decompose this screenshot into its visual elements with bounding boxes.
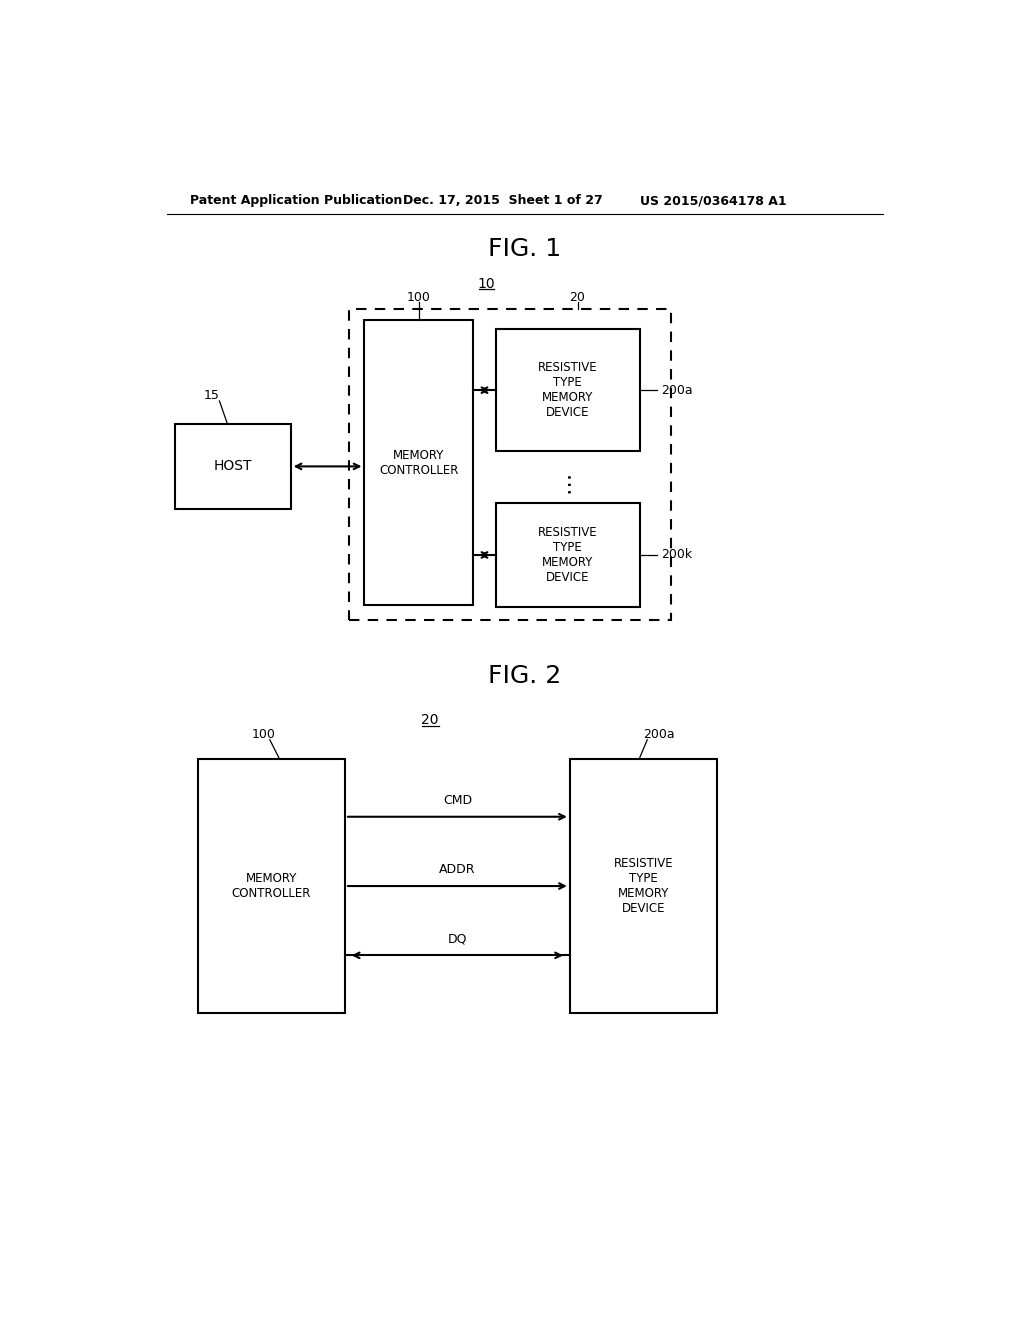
Text: US 2015/0364178 A1: US 2015/0364178 A1	[640, 194, 786, 207]
Text: 200a: 200a	[643, 727, 675, 741]
Text: ⋯: ⋯	[557, 471, 578, 492]
Bar	[365, 321, 473, 605]
Text: 10: 10	[477, 277, 496, 290]
Text: 200k: 200k	[662, 548, 692, 561]
Text: Dec. 17, 2015  Sheet 1 of 27: Dec. 17, 2015 Sheet 1 of 27	[403, 194, 603, 207]
Text: HOST: HOST	[213, 459, 252, 474]
Text: CMD: CMD	[442, 793, 472, 807]
Bar	[174, 424, 291, 508]
Text: RESISTIVE
TYPE
MEMORY
DEVICE: RESISTIVE TYPE MEMORY DEVICE	[613, 857, 673, 915]
Text: RESISTIVE
TYPE
MEMORY
DEVICE: RESISTIVE TYPE MEMORY DEVICE	[538, 362, 598, 420]
Text: ADDR: ADDR	[439, 863, 475, 876]
Text: FIG. 2: FIG. 2	[488, 664, 561, 688]
Text: MEMORY
CONTROLLER: MEMORY CONTROLLER	[231, 873, 311, 900]
Text: Patent Application Publication: Patent Application Publication	[190, 194, 402, 207]
Text: RESISTIVE
TYPE
MEMORY
DEVICE: RESISTIVE TYPE MEMORY DEVICE	[538, 527, 598, 585]
Text: 100: 100	[407, 290, 430, 304]
Bar	[569, 759, 717, 1014]
Bar	[496, 503, 640, 607]
Text: 100: 100	[252, 727, 275, 741]
Text: 15: 15	[204, 389, 219, 403]
Bar	[496, 330, 640, 451]
Text: 200a: 200a	[662, 384, 693, 397]
Bar	[198, 759, 345, 1014]
Text: MEMORY
CONTROLLER: MEMORY CONTROLLER	[379, 449, 459, 477]
Bar	[349, 309, 671, 620]
Text: 20: 20	[422, 714, 439, 727]
Text: DQ: DQ	[447, 932, 467, 945]
Text: 20: 20	[569, 290, 586, 304]
Text: FIG. 1: FIG. 1	[488, 238, 561, 261]
